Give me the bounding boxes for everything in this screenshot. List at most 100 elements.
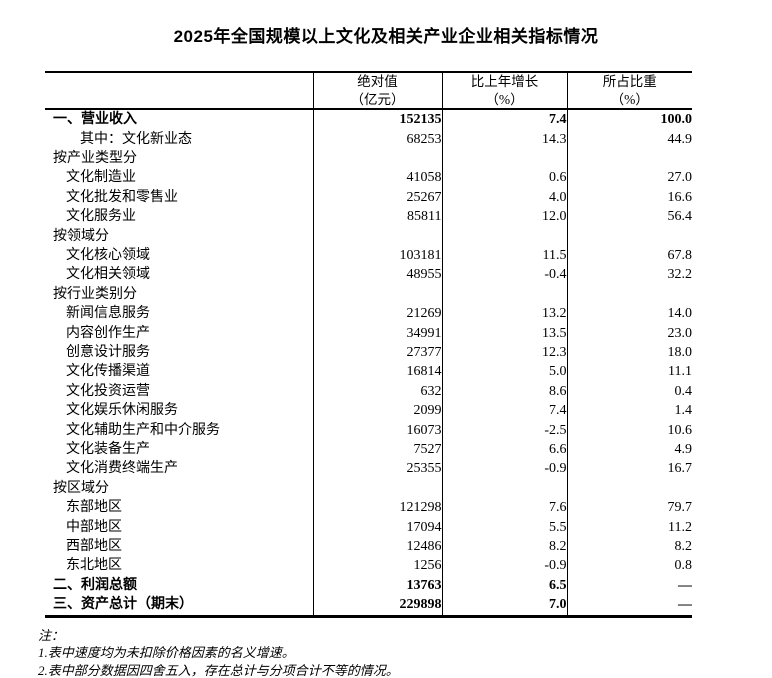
cell-growth: 12.3 <box>441 342 567 363</box>
cell-share: — <box>566 575 692 596</box>
table-row: 文化装备生产 7527 6.6 4.9 <box>45 440 692 460</box>
table-row: 东北地区 1256 -0.9 0.8 <box>45 556 692 576</box>
row-label: 内容创作生产 <box>66 325 150 341</box>
header-share: 所占比重 （%） <box>566 72 692 111</box>
cell-share: — <box>566 595 692 617</box>
header-row: 绝对值 （亿元） 比上年增长 （%） 所占比重 （%） <box>45 72 692 111</box>
table-row: 文化制造业 41058 0.6 27.0 <box>45 168 692 188</box>
cell-share: 18.0 <box>566 342 692 363</box>
cell-share: 11.1 <box>566 362 692 382</box>
table-row: 文化批发和零售业 25267 4.0 16.6 <box>45 187 692 208</box>
cell-growth: 7.6 <box>441 498 567 518</box>
cell-share: 100.0 <box>566 109 692 130</box>
cell-growth: 8.6 <box>441 381 567 402</box>
header-growth-line1: 比上年增长 <box>470 74 539 89</box>
cell-growth: -2.5 <box>441 420 567 440</box>
row-label: 文化装备生产 <box>66 442 150 457</box>
cell-absolute-value: 1256 <box>312 556 442 576</box>
cell-share: 44.9 <box>566 129 692 149</box>
row-label: 按领域分 <box>53 228 109 244</box>
cell-absolute-value: 13763 <box>312 575 442 596</box>
table-header: 绝对值 （亿元） 比上年增长 （%） 所占比重 （%） <box>45 72 692 111</box>
row-label: 文化服务业 <box>66 209 136 225</box>
row-label: 文化核心领域 <box>66 247 150 263</box>
row-label: 二、利润总额 <box>53 577 137 593</box>
note-item-1: 1.表中速度均为未扣除价格因素的名义增速。 <box>38 645 295 661</box>
table-row: 文化投资运营 632 8.6 0.4 <box>45 381 692 402</box>
row-label: 三、资产总计（期末） <box>53 597 193 613</box>
row-label: 新闻信息服务 <box>66 306 150 322</box>
cell-share: 23.0 <box>566 323 692 343</box>
cell-absolute-value: 85811 <box>312 207 442 227</box>
cell-absolute-value: 12486 <box>312 537 442 557</box>
table-row: 文化核心领域 103181 11.5 67.8 <box>45 245 692 266</box>
cell-growth <box>441 148 567 169</box>
table-row: 文化服务业 85811 12.0 56.4 <box>45 207 692 227</box>
cell-absolute-value: 229898 <box>312 595 442 617</box>
cell-share: 16.6 <box>566 187 692 208</box>
table-row: 按区域分 <box>45 478 692 499</box>
page-title: 2025年全国规模以上文化及相关产业企业相关指标情况 <box>173 27 599 46</box>
row-label: 东部地区 <box>66 500 122 516</box>
cell-absolute-value <box>312 226 442 246</box>
row-label: 文化批发和零售业 <box>66 189 178 205</box>
row-label: 一、营业收入 <box>53 112 137 128</box>
row-label: 按区域分 <box>53 480 109 496</box>
header-absolute-value-line2: （亿元） <box>350 91 405 107</box>
table-row: 内容创作生产 34991 13.5 23.0 <box>45 323 692 343</box>
cell-growth: 4.0 <box>441 187 567 208</box>
cell-share: 27.0 <box>566 168 692 188</box>
cell-absolute-value: 121298 <box>312 498 442 518</box>
cell-absolute-value: 68253 <box>312 129 442 149</box>
cell-absolute-value: 16814 <box>312 362 442 382</box>
cell-growth <box>441 284 567 305</box>
header-growth-line2: （%） <box>485 91 524 107</box>
cell-growth: 13.2 <box>441 304 567 324</box>
cell-growth: 7.4 <box>441 109 567 130</box>
cell-growth: -0.9 <box>441 556 567 576</box>
cell-absolute-value: 34991 <box>312 323 442 343</box>
table-row: 西部地区 12486 8.2 8.2 <box>45 537 692 557</box>
cell-share: 16.7 <box>566 459 692 479</box>
cell-growth: 13.5 <box>441 323 567 343</box>
cell-share: 14.0 <box>566 304 692 324</box>
cell-growth: 8.2 <box>441 537 567 557</box>
row-label: 按产业类型分 <box>53 150 137 166</box>
cell-absolute-value: 25355 <box>312 459 442 479</box>
cell-absolute-value: 16073 <box>312 420 442 440</box>
table-row: 按产业类型分 <box>45 148 692 169</box>
note-item-2: 2.表中部分数据因四舍五入，存在总计与分项合计不等的情况。 <box>38 662 399 678</box>
cell-absolute-value: 103181 <box>312 245 442 266</box>
table-row: 东部地区 121298 7.6 79.7 <box>45 498 692 518</box>
cell-absolute-value <box>312 148 442 169</box>
table-row: 创意设计服务 27377 12.3 18.0 <box>45 342 692 363</box>
row-label: 文化制造业 <box>66 170 136 186</box>
table-row: 新闻信息服务 21269 13.2 14.0 <box>45 304 692 324</box>
cell-share <box>566 226 692 246</box>
cell-share: 79.7 <box>566 498 692 518</box>
notes: 注： 1.表中速度均为未扣除价格因素的名义增速。 2.表中部分数据因四舍五入，存… <box>38 627 772 678</box>
table-row: 二、利润总额 13763 6.5— <box>45 575 692 596</box>
cell-growth: 5.0 <box>441 362 567 382</box>
cell-absolute-value: 2099 <box>312 401 442 421</box>
cell-growth: -0.4 <box>441 265 567 285</box>
cell-share: 4.9 <box>566 440 692 460</box>
table-row: 文化消费终端生产 25355 -0.9 16.7 <box>45 459 692 479</box>
row-label: 文化传播渠道 <box>66 364 150 380</box>
table-row: 其中：文化新业态 68253 14.3 44.9 <box>45 129 692 149</box>
row-label: 东北地区 <box>66 558 122 574</box>
header-absolute-value: 绝对值 （亿元） <box>312 72 442 111</box>
cell-share <box>566 284 692 305</box>
cell-growth: 7.4 <box>441 401 567 421</box>
cell-growth: 7.0 <box>441 595 567 617</box>
row-label: 按行业类别分 <box>53 286 137 302</box>
table-row: 一、营业收入 152135 7.4 100.0 <box>45 109 692 130</box>
cell-growth: 6.5 <box>441 575 567 596</box>
cell-share: 56.4 <box>566 207 692 227</box>
row-label: 文化娱乐休闲服务 <box>66 403 178 419</box>
table-row: 中部地区 17094 5.5 11.2 <box>45 517 692 538</box>
row-label: 文化辅助生产和中介服务 <box>66 422 220 438</box>
table-row: 三、资产总计（期末） 229898 7.0— <box>45 595 692 617</box>
cell-absolute-value: 17094 <box>312 517 442 538</box>
